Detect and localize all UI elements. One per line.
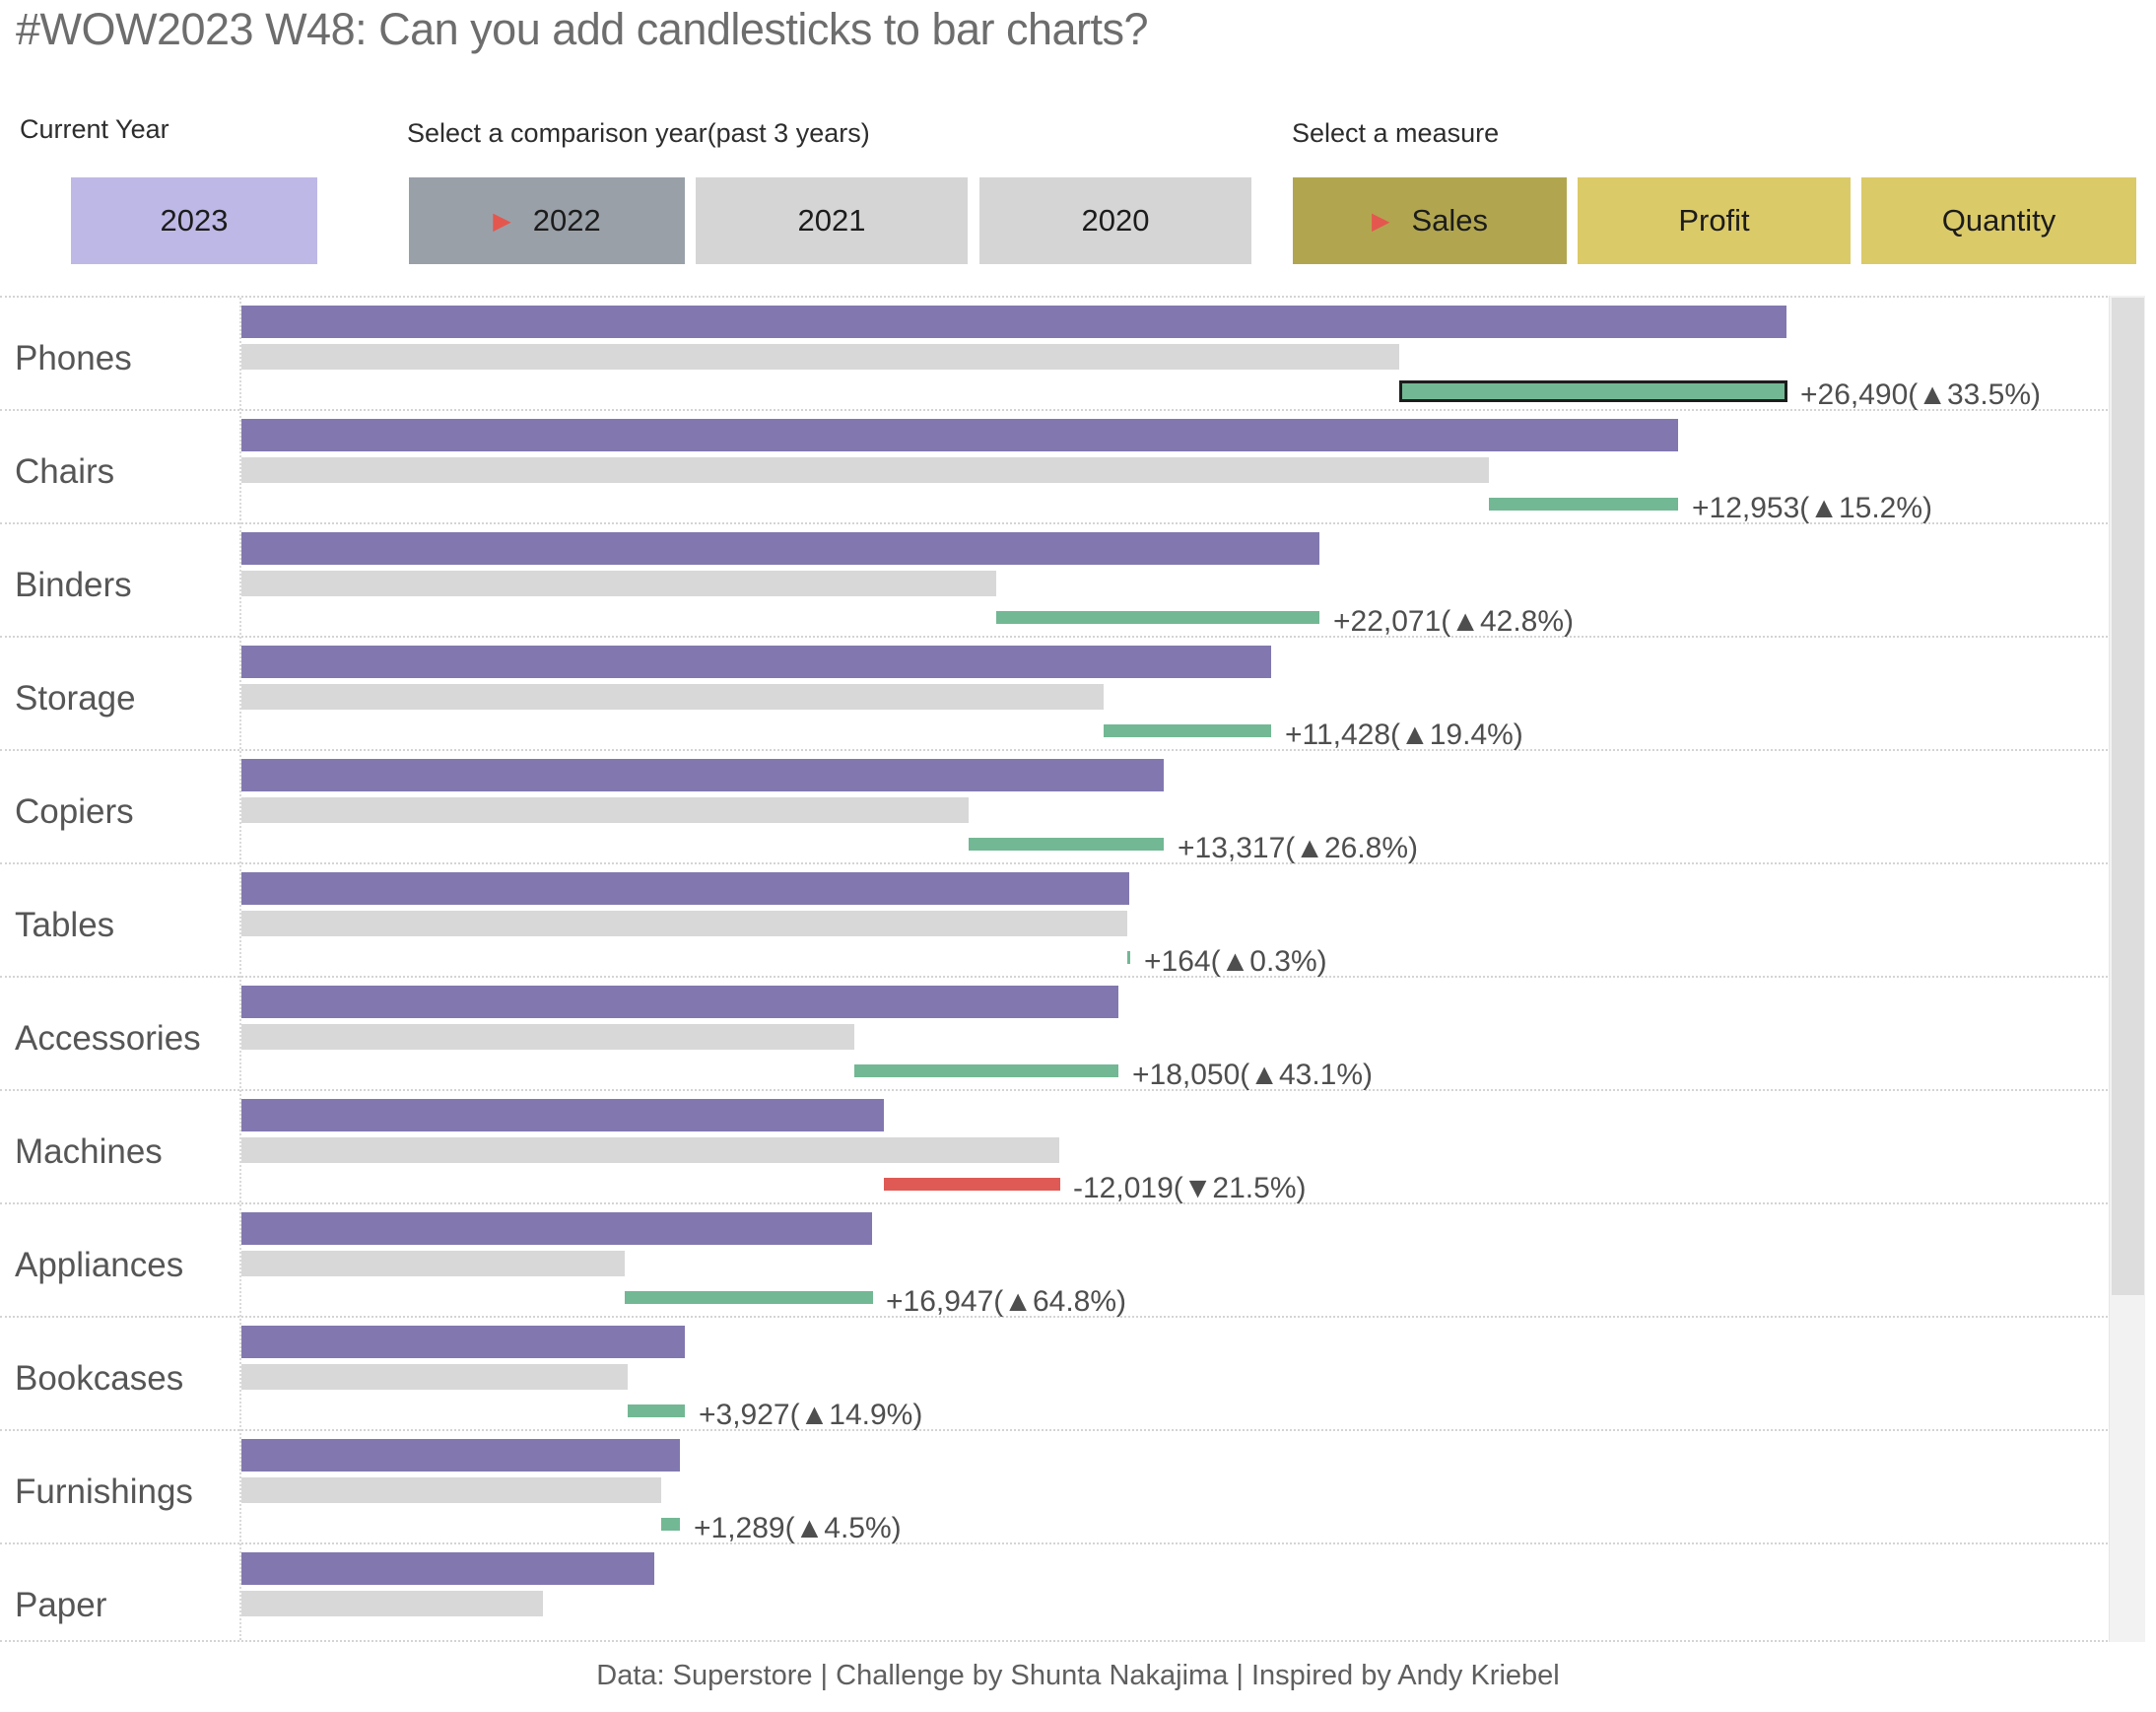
difference-label: +13,317(▲26.8%) (1178, 832, 1419, 864)
comparison-year-bar[interactable] (241, 344, 1399, 370)
candlestick-bar[interactable] (996, 611, 1319, 624)
category-label: Accessories (15, 1019, 201, 1058)
page-title: #WOW2023 W48: Can you add candlesticks t… (16, 4, 1149, 54)
comparison-year-bar[interactable] (241, 1024, 854, 1050)
measure-button-profit[interactable]: Profit (1578, 177, 1851, 264)
category-row: Phones +26,490(▲33.5%) (0, 298, 2108, 411)
category-row: Copiers +13,317(▲26.8%) (0, 751, 2108, 864)
category-label: Storage (15, 679, 136, 718)
difference-label: +18,050(▲43.1%) (1132, 1059, 1374, 1091)
category-label: Chairs (15, 452, 115, 491)
difference-label: +3,927(▲14.9%) (699, 1399, 923, 1431)
comparison-year-bar[interactable] (241, 457, 1489, 483)
candlestick-bar[interactable] (1399, 380, 1787, 402)
axis-line (239, 298, 241, 1640)
current-year-bar[interactable] (241, 1439, 680, 1472)
candlestick-bar[interactable] (1104, 724, 1271, 737)
difference-label: +26,490(▲33.5%) (1800, 378, 2042, 411)
category-label: Machines (15, 1132, 163, 1171)
current-year-bar[interactable] (241, 306, 1786, 338)
category-row: Tables +164(▲0.3%) (0, 864, 2108, 978)
difference-label: +164(▲0.3%) (1144, 945, 1327, 978)
category-row: Accessories +18,050(▲43.1%) (0, 978, 2108, 1091)
comparison-button-2022-label: 2022 (532, 203, 601, 238)
footer-credit: Data: Superstore | Challenge by Shunta N… (596, 1660, 1560, 1691)
category-row: Appliances +16,947(▲64.8%) (0, 1204, 2108, 1318)
current-year-label: Current Year (20, 114, 169, 144)
candlestick-bar[interactable] (884, 1178, 1060, 1191)
measure-button-quantity-label: Quantity (1941, 203, 2056, 238)
candlestick-bar[interactable] (854, 1064, 1118, 1077)
category-label: Copiers (15, 792, 134, 831)
chart-rows: Phones +26,490(▲33.5%) Chairs +12,953(▲1… (0, 298, 2108, 1640)
category-label: Bookcases (15, 1359, 184, 1398)
category-label: Furnishings (15, 1472, 193, 1511)
candlestick-bar[interactable] (628, 1404, 685, 1417)
comparison-button-2020[interactable]: 2020 (979, 177, 1251, 264)
comparison-year-bar[interactable] (241, 797, 969, 823)
measure-button-sales[interactable]: ▶ Sales (1293, 177, 1567, 264)
category-row: Paper (0, 1544, 2108, 1640)
difference-label: +11,428(▲19.4%) (1285, 719, 1523, 751)
candlestick-bar[interactable] (661, 1518, 680, 1531)
year-button-2023[interactable]: 2023 (71, 177, 317, 264)
current-year-bar[interactable] (241, 1212, 872, 1245)
current-year-bar[interactable] (241, 759, 1164, 791)
current-year-bar[interactable] (241, 532, 1319, 565)
selected-marker-icon: ▶ (1371, 208, 1390, 235)
difference-label: +12,953(▲15.2%) (1692, 492, 1933, 524)
difference-label: -12,019(▼21.5%) (1073, 1172, 1307, 1204)
comparison-button-2020-label: 2020 (1081, 203, 1150, 238)
category-row: Bookcases +3,927(▲14.9%) (0, 1318, 2108, 1431)
category-label: Phones (15, 339, 132, 377)
category-row: Storage +11,428(▲19.4%) (0, 638, 2108, 751)
measure-label: Select a measure (1292, 118, 1500, 148)
comparison-year-bar[interactable] (241, 1364, 628, 1390)
difference-label: +16,947(▲64.8%) (886, 1285, 1127, 1318)
current-year-bar[interactable] (241, 646, 1271, 678)
current-year-bar[interactable] (241, 1552, 654, 1585)
comparison-button-2021[interactable]: 2021 (696, 177, 968, 264)
category-label: Paper (15, 1586, 107, 1624)
category-row: Furnishings +1,289(▲4.5%) (0, 1431, 2108, 1544)
current-year-bar[interactable] (241, 986, 1118, 1018)
category-label: Tables (15, 906, 115, 944)
current-year-bar[interactable] (241, 1326, 685, 1358)
candlestick-bar[interactable] (1489, 498, 1678, 511)
category-row: Machines -12,019(▼21.5%) (0, 1091, 2108, 1204)
comparison-year-bar[interactable] (241, 684, 1104, 710)
category-row: Chairs +12,953(▲15.2%) (0, 411, 2108, 524)
comparison-year-bar[interactable] (241, 1477, 661, 1503)
comparison-year-label: Select a comparison year(past 3 years) (407, 118, 870, 148)
candlestick-bar[interactable] (625, 1291, 873, 1304)
current-year-bar[interactable] (241, 419, 1678, 451)
measure-button-quantity[interactable]: Quantity (1861, 177, 2136, 264)
candlestick-bar[interactable] (1127, 951, 1130, 964)
comparison-year-bar[interactable] (241, 1137, 1059, 1163)
comparison-year-bar[interactable] (241, 571, 996, 596)
bar-chart: Phones +26,490(▲33.5%) Chairs +12,953(▲1… (0, 296, 2108, 1642)
comparison-year-bar[interactable] (241, 911, 1127, 936)
scrollbar-thumb[interactable] (2112, 298, 2144, 1295)
category-label: Binders (15, 566, 132, 604)
vertical-scrollbar[interactable] (2109, 296, 2145, 1642)
measure-button-profit-label: Profit (1678, 203, 1750, 238)
difference-label: +1,289(▲4.5%) (694, 1512, 902, 1544)
current-year-bar[interactable] (241, 872, 1129, 905)
comparison-button-2022[interactable]: ▶ 2022 (409, 177, 685, 264)
comparison-year-bar[interactable] (241, 1591, 543, 1616)
category-label: Appliances (15, 1246, 184, 1284)
comparison-button-2021-label: 2021 (797, 203, 866, 238)
measure-button-sales-label: Sales (1411, 203, 1488, 238)
category-row: Binders +22,071(▲42.8%) (0, 524, 2108, 638)
difference-label: +22,071(▲42.8%) (1333, 605, 1575, 638)
candlestick-bar[interactable] (969, 838, 1164, 851)
year-button-2023-label: 2023 (160, 203, 229, 238)
comparison-year-bar[interactable] (241, 1251, 625, 1276)
selected-marker-icon: ▶ (493, 208, 511, 235)
current-year-bar[interactable] (241, 1099, 884, 1131)
